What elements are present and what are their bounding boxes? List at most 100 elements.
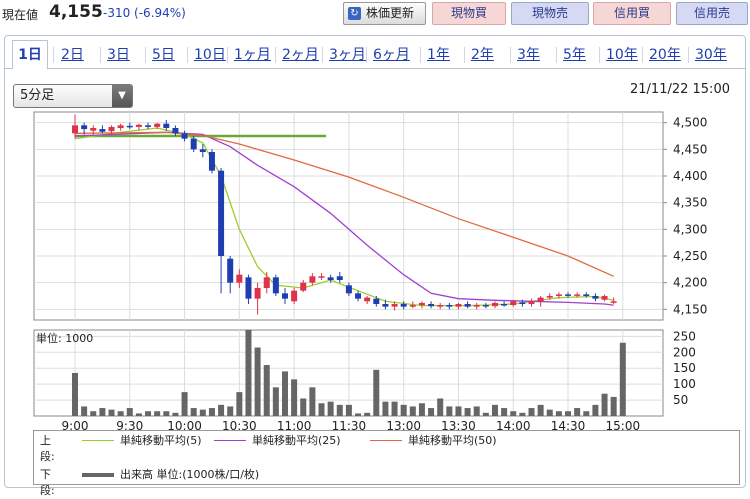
tab-8[interactable]: 6ヶ月 xyxy=(373,47,410,63)
tab-12[interactable]: 5年 xyxy=(563,47,586,63)
candle-body xyxy=(555,294,562,296)
tab-3[interactable]: 5日 xyxy=(152,47,175,63)
volume-bar xyxy=(135,413,142,416)
candle-body xyxy=(455,304,462,307)
candle-body xyxy=(391,304,398,307)
candle-body xyxy=(172,128,179,134)
candle-body xyxy=(583,294,590,296)
tab-10[interactable]: 2年 xyxy=(471,47,494,63)
tab-1[interactable]: 2日 xyxy=(61,47,84,63)
volume-bar xyxy=(455,406,462,416)
volume-bar xyxy=(437,398,444,416)
volume-bar xyxy=(236,392,243,416)
tab-7[interactable]: 3ヶ月 xyxy=(329,47,366,63)
candle-body xyxy=(272,277,279,294)
candle-body xyxy=(501,304,508,306)
candle-body xyxy=(218,170,225,256)
volume-bar xyxy=(336,404,343,416)
tab-6[interactable]: 2ヶ月 xyxy=(282,47,319,63)
candle-body xyxy=(418,302,425,306)
legend-ma25-line xyxy=(214,440,246,441)
candle-body xyxy=(300,282,307,291)
candle-body xyxy=(482,305,489,307)
spot-sell-button[interactable]: 現物売 xyxy=(511,2,589,25)
volume-bar xyxy=(163,411,170,416)
tab-11[interactable]: 3年 xyxy=(517,47,540,63)
x-tick-label: 14:00 xyxy=(496,419,531,433)
candle-body xyxy=(373,298,380,304)
volume-bar xyxy=(117,411,124,416)
volume-bar xyxy=(263,365,270,416)
tab-separator xyxy=(464,47,465,63)
volume-bar xyxy=(592,404,599,416)
ma-line-1 xyxy=(74,131,614,306)
tab-4[interactable]: 10日 xyxy=(194,47,226,63)
x-tick-label: 14:30 xyxy=(551,419,586,433)
candle-body xyxy=(437,305,444,307)
price-tick-label: 4,450 xyxy=(673,142,707,156)
tab-9[interactable]: 1年 xyxy=(427,47,450,63)
tab-2[interactable]: 3日 xyxy=(107,47,130,63)
candle-body xyxy=(610,301,617,303)
volume-bar xyxy=(90,411,97,416)
legend-upper-label: 上段: xyxy=(40,434,55,463)
tab-15[interactable]: 30年 xyxy=(695,47,727,63)
volume-bar xyxy=(610,396,617,416)
tab-separator xyxy=(53,47,54,63)
tab-5[interactable]: 1ヶ月 xyxy=(234,47,271,63)
interval-select[interactable]: 5分足 ▼ xyxy=(13,84,133,108)
tab-separator xyxy=(322,47,323,63)
tab-separator xyxy=(510,47,511,63)
price-tick-label: 4,500 xyxy=(673,116,707,130)
interval-select-value: 5分足 xyxy=(20,88,55,103)
candle-body xyxy=(491,302,498,307)
volume-bar xyxy=(300,398,307,416)
margin-buy-button[interactable]: 信用買 xyxy=(593,2,671,25)
tab-separator xyxy=(275,47,276,63)
price-tick-label: 4,200 xyxy=(673,276,707,290)
candle-body xyxy=(409,305,416,307)
candle-body xyxy=(245,277,252,299)
x-tick-label: 11:00 xyxy=(277,419,312,433)
legend-ma50-label: 単純移動平均(50) xyxy=(408,434,497,447)
volume-bar xyxy=(565,411,572,416)
volume-bar xyxy=(601,393,608,416)
volume-bar xyxy=(473,406,480,416)
dropdown-arrow-icon: ▼ xyxy=(112,85,132,107)
x-tick-label: 10:00 xyxy=(167,419,202,433)
x-tick-label: 9:00 xyxy=(62,419,89,433)
tab-separator xyxy=(145,47,146,63)
volume-bar xyxy=(528,408,535,416)
volume-unit-label: 単位: 1000 xyxy=(36,331,93,345)
tab-14[interactable]: 20年 xyxy=(649,47,681,63)
price-tick-label: 4,250 xyxy=(673,249,707,263)
margin-sell-button[interactable]: 信用売 xyxy=(676,2,748,25)
price-tick-label: 4,150 xyxy=(673,302,707,316)
legend-lower-label: 下段: xyxy=(40,468,55,497)
candle-body xyxy=(336,276,343,280)
volume-bar xyxy=(81,406,88,416)
candle-body xyxy=(126,125,133,128)
current-price-label: 現在値 xyxy=(2,8,39,22)
refresh-icon: ↻ xyxy=(348,7,361,20)
refresh-price-button[interactable]: ↻ 株価更新 xyxy=(343,2,426,25)
volume-bar xyxy=(537,404,544,416)
volume-bar xyxy=(418,403,425,416)
candle-body xyxy=(190,138,197,150)
volume-bar xyxy=(391,401,398,416)
volume-bar xyxy=(218,404,225,416)
candle-body xyxy=(145,125,152,127)
volume-bar xyxy=(382,401,389,416)
tab-1d[interactable]: 1日 xyxy=(12,40,48,69)
volume-bar xyxy=(181,392,188,416)
tab-13[interactable]: 10年 xyxy=(606,47,638,63)
candle-body xyxy=(574,294,581,296)
chart-legend: 上段: 単純移動平均(5) 単純移動平均(25) 単純移動平均(50) 下段: … xyxy=(33,430,740,497)
candle-body xyxy=(464,304,471,307)
candle-body xyxy=(99,129,106,132)
spot-buy-button[interactable]: 現物買 xyxy=(432,2,506,25)
volume-bar xyxy=(190,408,197,416)
candle-body xyxy=(281,293,288,299)
candle-body xyxy=(364,297,371,302)
